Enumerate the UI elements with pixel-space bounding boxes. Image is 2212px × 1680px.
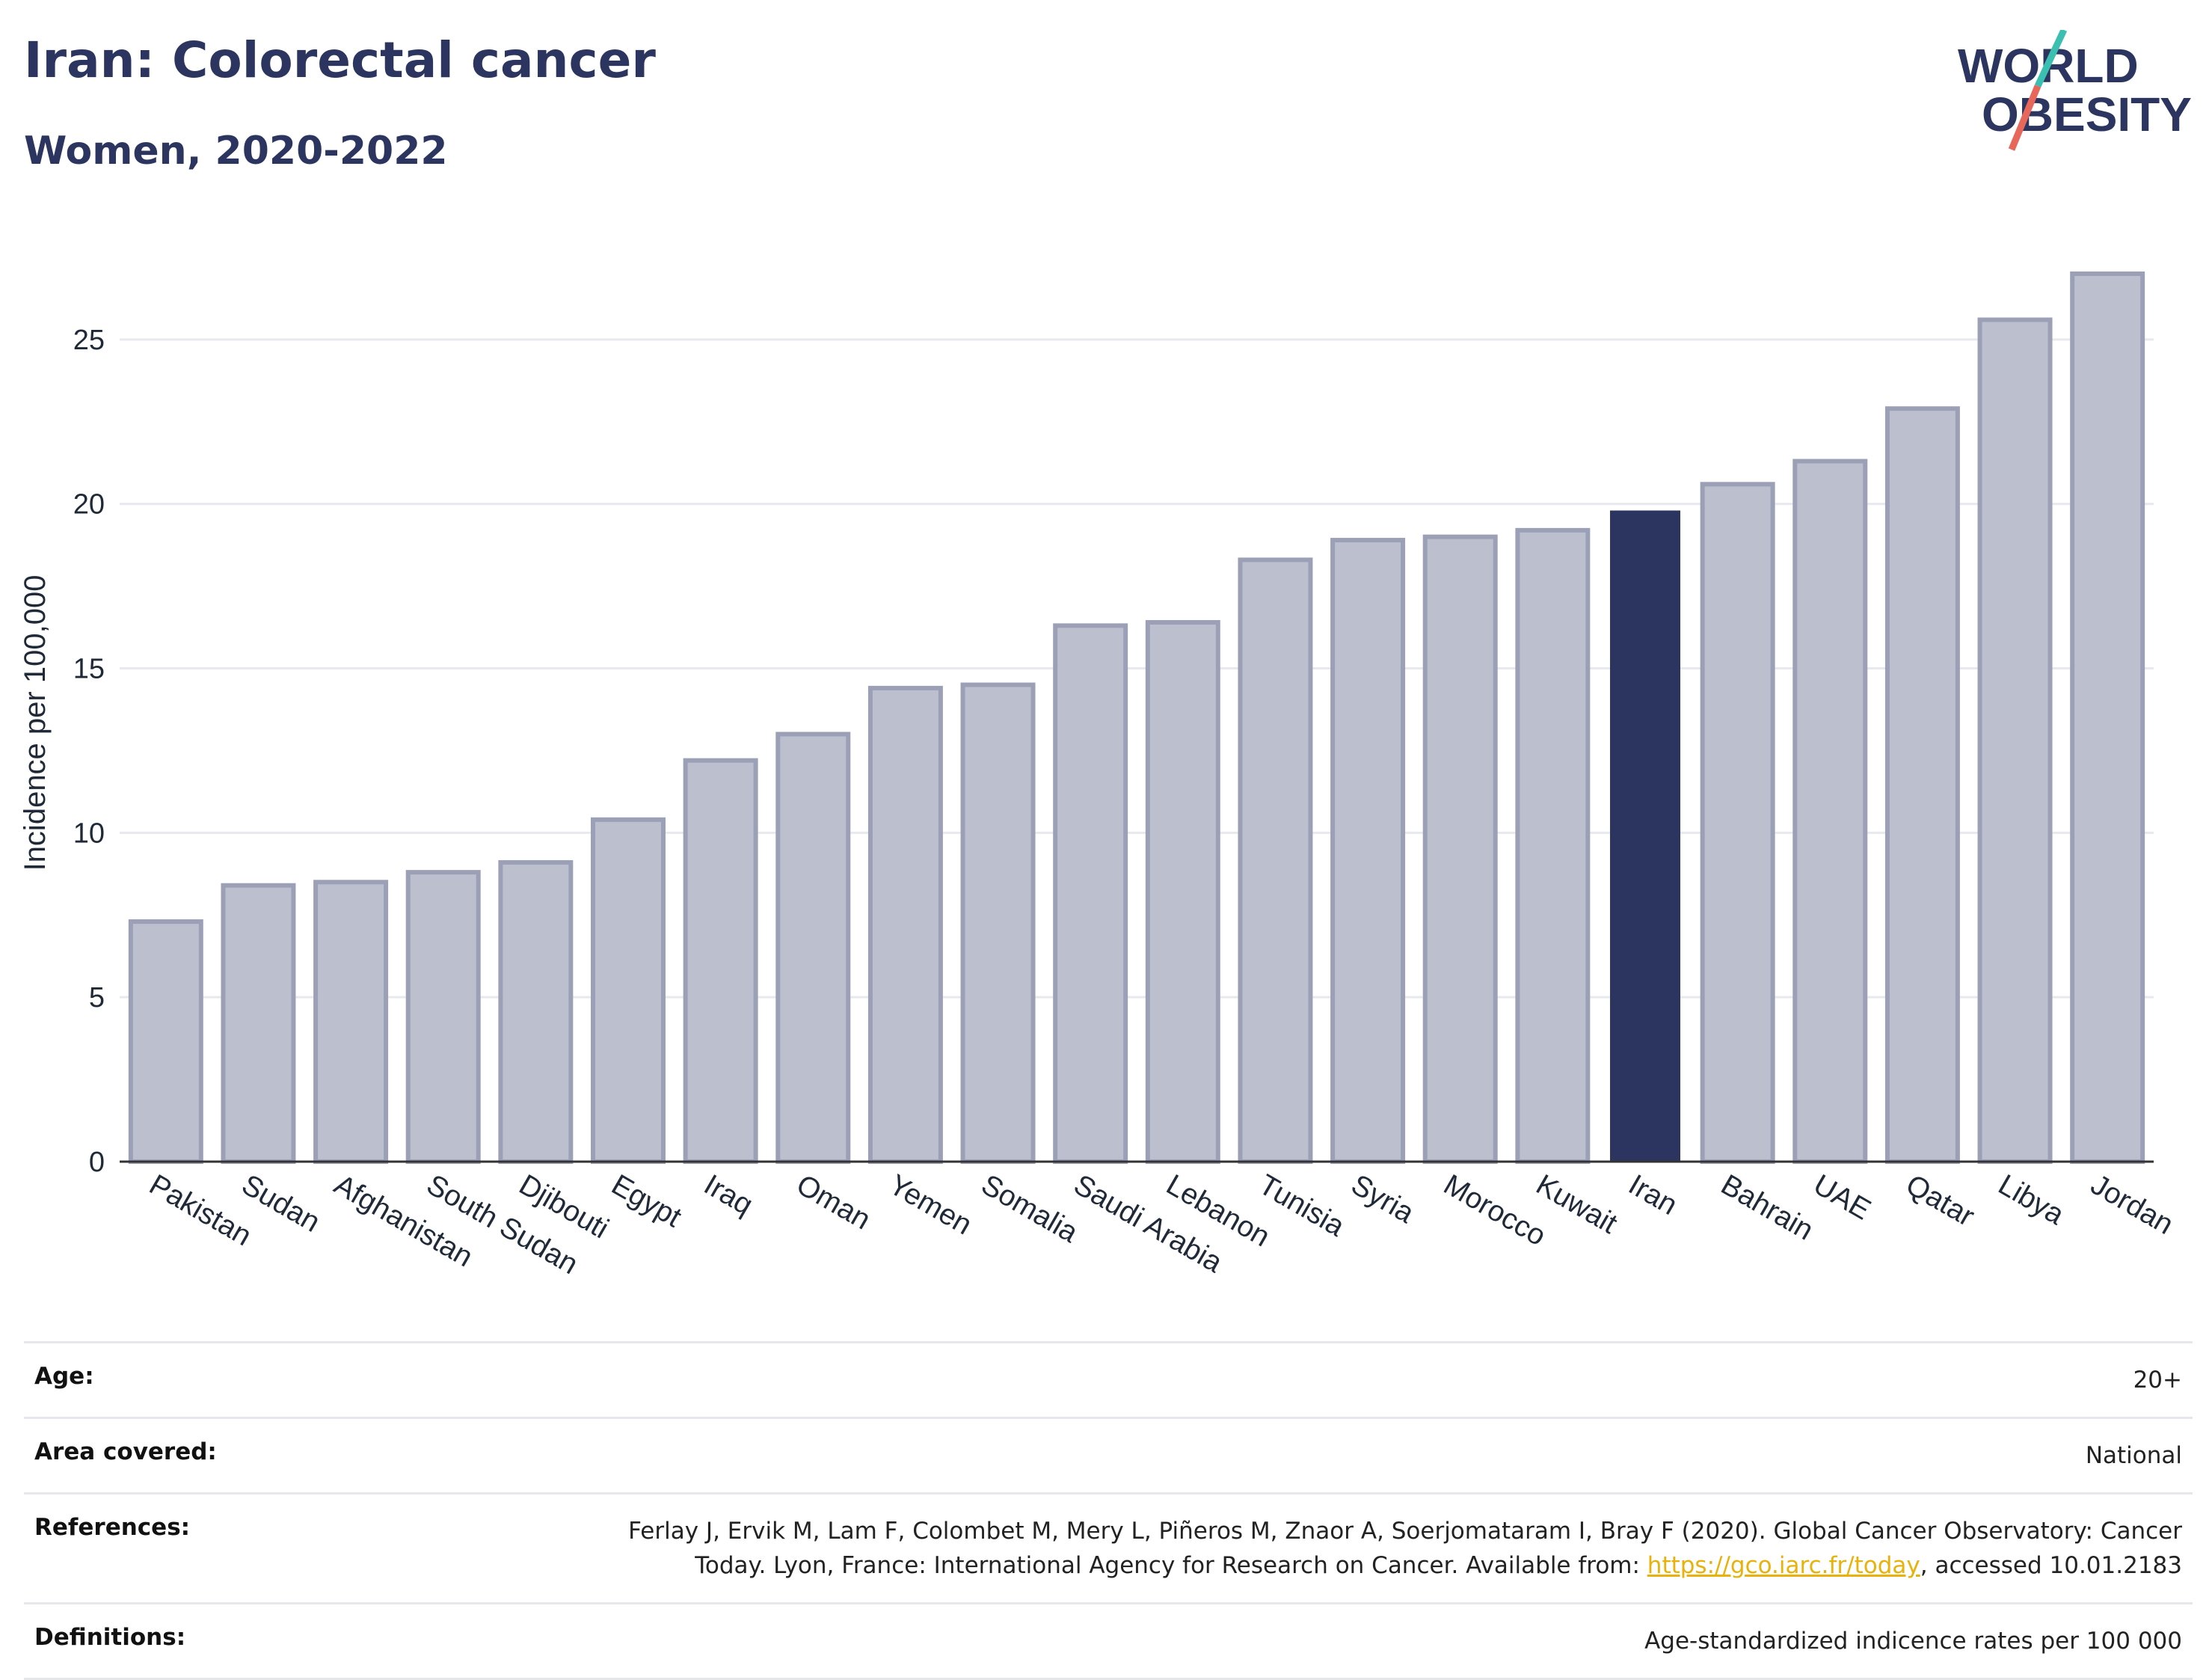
y-tick-label: 0 [89, 1147, 105, 1178]
y-tick-label: 5 [89, 982, 105, 1014]
y-tick-label: 10 [73, 818, 105, 849]
page-title: Iran: Colorectal cancer [24, 31, 656, 89]
bar-qatar[interactable] [1884, 406, 1960, 1165]
bar-afghanistan[interactable] [313, 880, 389, 1164]
bar-iran[interactable] [1610, 510, 1680, 1162]
x-tick-label: Somalia [976, 1168, 1084, 1249]
logo-slash-top [2034, 30, 2068, 88]
x-tick-label: Yemen [883, 1168, 977, 1241]
bar-pakistan[interactable] [128, 919, 203, 1164]
bar-oman[interactable] [775, 732, 851, 1164]
x-tick-label: Syria [1346, 1168, 1420, 1230]
bar-chart: Incidence per 100,000 0 5 10 15 20 25 Pakista… [19, 271, 2178, 1281]
bar-uae[interactable] [1792, 459, 1868, 1164]
references-link[interactable]: https://gco.iarc.fr/today [1647, 1552, 1920, 1579]
x-tick-label: Iraq [698, 1168, 758, 1221]
x-tick-label: Pakistan [144, 1168, 256, 1252]
x-tick-label: Morocco [1438, 1168, 1551, 1252]
y-tick-label: 25 [73, 325, 105, 356]
y-tick-label: 20 [73, 489, 105, 521]
x-tick-label: Qatar [1900, 1168, 1979, 1233]
bars [120, 271, 2154, 1165]
x-tick-label: Egypt [606, 1168, 687, 1233]
y-ticks: 0 5 10 15 20 25 [73, 325, 105, 1178]
area-value: National [2085, 1442, 2182, 1469]
info-row-age: Age: 20+ [24, 1341, 2193, 1417]
info-row-area: Area covered: National [24, 1417, 2193, 1492]
references-accessed: , accessed 10.01.2183 [1920, 1552, 2182, 1579]
definitions-value: Age-standardized indicence rates per 100… [1644, 1628, 2182, 1655]
bar-south-sudan[interactable] [405, 870, 481, 1164]
bar-egypt[interactable] [591, 817, 666, 1164]
bar-libya[interactable] [1977, 317, 2053, 1164]
page-subtitle: Women, 2020-2022 [24, 129, 448, 174]
references-value: Ferlay J, Ervik M, Lam F, Colombet M, Me… [628, 1514, 2182, 1583]
info-row-definitions: Definitions: Age-standardized indicence … [24, 1602, 2193, 1680]
references-line1: Ferlay J, Ervik M, Lam F, Colombet M, Me… [628, 1518, 2182, 1545]
bar-morocco[interactable] [1422, 534, 1498, 1164]
bar-syria[interactable] [1330, 538, 1406, 1164]
bar-lebanon[interactable] [1145, 619, 1220, 1164]
x-tick-label: Bahrain [1715, 1168, 1819, 1246]
logo-slash-bottom [2008, 85, 2042, 151]
references-label: References: [34, 1514, 191, 1541]
bar-djibouti[interactable] [498, 859, 574, 1164]
x-tick-label: Jordan [2086, 1168, 2179, 1241]
age-label: Age: [34, 1363, 94, 1390]
area-label: Area covered: [34, 1438, 217, 1465]
bar-jordan[interactable] [2070, 271, 2145, 1164]
bar-kuwait[interactable] [1515, 527, 1591, 1165]
bar-saudi-arabia[interactable] [1053, 623, 1128, 1164]
y-tick-label: 15 [73, 654, 105, 685]
x-tick-label: Iran [1623, 1168, 1683, 1221]
info-row-references: References: Ferlay J, Ervik M, Lam F, Co… [24, 1492, 2193, 1602]
bar-bahrain[interactable] [1700, 482, 1775, 1164]
x-tick-label: Libya [1993, 1168, 2070, 1231]
info-table: Age: 20+ Area covered: National Referenc… [24, 1341, 2193, 1680]
bar-yemen[interactable] [867, 685, 943, 1164]
references-line2: Today. Lyon, France: International Agenc… [695, 1552, 1647, 1579]
bar-somalia[interactable] [960, 682, 1036, 1164]
world-obesity-logo: WORLD OBESITY [1958, 30, 2192, 151]
x-tick-label: Oman [791, 1168, 876, 1236]
y-axis-label: Incidence per 100,000 [19, 575, 52, 871]
bar-iraq[interactable] [683, 758, 758, 1164]
bar-sudan[interactable] [221, 883, 296, 1165]
logo-line2: OBESITY [1982, 88, 2192, 141]
age-value: 20+ [2133, 1367, 2182, 1394]
definitions-label: Definitions: [34, 1624, 186, 1651]
bar-tunisia[interactable] [1238, 557, 1313, 1165]
